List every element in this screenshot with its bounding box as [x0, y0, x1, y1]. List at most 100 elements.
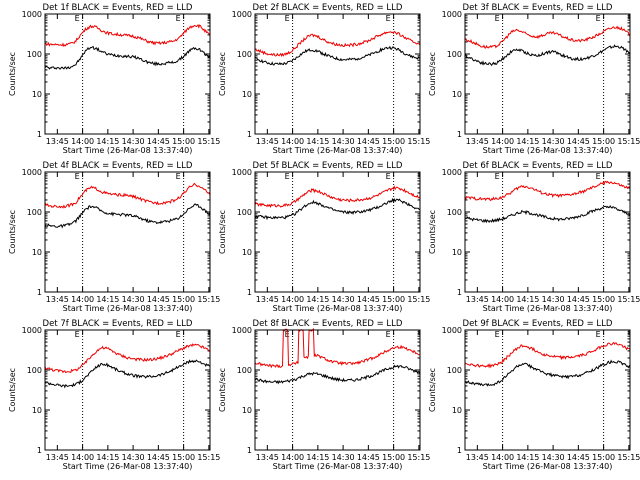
y-tick-label: 100 — [447, 208, 462, 217]
x-tick-label: 13:45 — [46, 137, 69, 146]
y-tick-label: 10 — [242, 90, 252, 99]
y-tick-label: 10 — [32, 90, 42, 99]
plot-frame — [44, 171, 211, 293]
y-tick-label: 1000 — [22, 326, 42, 335]
x-tick-label: 14:45 — [567, 295, 590, 304]
y-tick-label: 1 — [37, 288, 42, 297]
x-tick-label: 14:15 — [306, 453, 329, 462]
x-tick-label: 14:15 — [516, 453, 539, 462]
x-tick-label: 15:00 — [382, 295, 405, 304]
event-marker-label: E — [596, 14, 601, 23]
x-tick-label: 14:15 — [516, 137, 539, 146]
x-tick-label: 14:30 — [542, 453, 565, 462]
series-line-black — [464, 44, 631, 67]
x-tick-label: 14:30 — [122, 295, 145, 304]
plot-frame — [44, 329, 211, 451]
event-marker-label: E — [596, 330, 601, 339]
y-tick-label: 1 — [457, 446, 462, 455]
series-line-red — [44, 24, 211, 48]
x-tick-label: 15:00 — [172, 137, 195, 146]
x-tick-label: 15:15 — [617, 137, 640, 146]
y-tick-label: 100 — [237, 50, 252, 59]
plot-frame — [464, 171, 631, 293]
event-marker-label: E — [285, 330, 290, 339]
y-axis-label: Counts/sec — [428, 210, 437, 254]
x-tick-label: 14:30 — [332, 453, 355, 462]
x-tick-label: 15:00 — [592, 453, 615, 462]
x-tick-label: 14:45 — [357, 453, 380, 462]
y-tick-label: 1000 — [232, 10, 252, 19]
event-marker-label: E — [285, 14, 290, 23]
x-tick-label: 15:00 — [382, 453, 405, 462]
x-tick-label: 13:45 — [466, 295, 489, 304]
x-tick-label: 14:45 — [357, 137, 380, 146]
y-tick-label: 1 — [37, 446, 42, 455]
y-axis-label: Counts/sec — [218, 368, 227, 412]
x-tick-label: 14:00 — [71, 137, 94, 146]
x-tick-label: 14:15 — [96, 295, 119, 304]
x-tick-label: 15:00 — [172, 295, 195, 304]
x-axis-label: Start Time (26-Mar-08 13:37:40) — [63, 462, 193, 471]
plot-frame — [44, 13, 211, 135]
chart-title: Det 2f BLACK = Events, RED = LLD — [253, 3, 403, 13]
event-marker-label: E — [596, 172, 601, 181]
x-tick-label: 15:15 — [197, 137, 220, 146]
y-tick-label: 1000 — [442, 10, 462, 19]
x-tick-label: 15:00 — [382, 137, 405, 146]
x-tick-label: 13:45 — [466, 453, 489, 462]
y-tick-label: 100 — [27, 366, 42, 375]
x-tick-label: 14:00 — [281, 137, 304, 146]
chart-title: Det 5f BLACK = Events, RED = LLD — [253, 161, 403, 171]
x-tick-label: 15:00 — [592, 137, 615, 146]
chart-title: Det 8f BLACK = Events, RED = LLD — [253, 319, 403, 329]
x-axis-label: Start Time (26-Mar-08 13:37:40) — [273, 304, 403, 313]
x-tick-label: 13:45 — [466, 137, 489, 146]
event-marker-label: E — [176, 14, 181, 23]
event-marker-label: E — [75, 172, 80, 181]
series-line-black — [464, 359, 631, 387]
y-tick-label: 100 — [447, 366, 462, 375]
x-tick-label: 15:15 — [617, 453, 640, 462]
x-tick-label: 15:15 — [197, 295, 220, 304]
x-tick-label: 15:15 — [407, 295, 430, 304]
x-tick-label: 15:15 — [407, 453, 430, 462]
y-axis-label: Counts/sec — [8, 52, 17, 96]
x-tick-label: 14:00 — [491, 137, 514, 146]
y-tick-label: 1000 — [442, 168, 462, 177]
x-tick-label: 13:45 — [256, 295, 279, 304]
chart-title: Det 3f BLACK = Events, RED = LLD — [463, 3, 613, 13]
series-line-black — [254, 45, 421, 66]
x-axis-label: Start Time (26-Mar-08 13:37:40) — [63, 146, 193, 155]
x-tick-label: 13:45 — [256, 137, 279, 146]
y-tick-label: 1 — [457, 288, 462, 297]
y-tick-label: 100 — [27, 50, 42, 59]
plot-frame — [464, 329, 631, 451]
event-marker-label: E — [386, 330, 391, 339]
x-tick-label: 14:30 — [542, 137, 565, 146]
x-axis-label: Start Time (26-Mar-08 13:37:40) — [483, 146, 613, 155]
chart-title: Det 1f BLACK = Events, RED = LLD — [43, 3, 193, 13]
y-tick-label: 10 — [242, 406, 252, 415]
x-axis-label: Start Time (26-Mar-08 13:37:40) — [483, 462, 613, 471]
y-tick-label: 1000 — [232, 168, 252, 177]
x-tick-label: 14:30 — [122, 137, 145, 146]
plot-frame — [254, 329, 421, 451]
x-tick-label: 15:15 — [407, 137, 430, 146]
x-tick-label: 13:45 — [46, 295, 69, 304]
x-tick-label: 15:15 — [197, 453, 220, 462]
y-axis-label: Counts/sec — [428, 52, 437, 96]
event-marker-label: E — [176, 172, 181, 181]
x-tick-label: 14:30 — [332, 295, 355, 304]
x-tick-label: 14:00 — [71, 295, 94, 304]
y-tick-label: 1000 — [22, 168, 42, 177]
event-marker-label: E — [495, 14, 500, 23]
y-axis-label: Counts/sec — [218, 52, 227, 96]
x-tick-label: 14:45 — [147, 453, 170, 462]
series-line-black — [464, 205, 631, 224]
